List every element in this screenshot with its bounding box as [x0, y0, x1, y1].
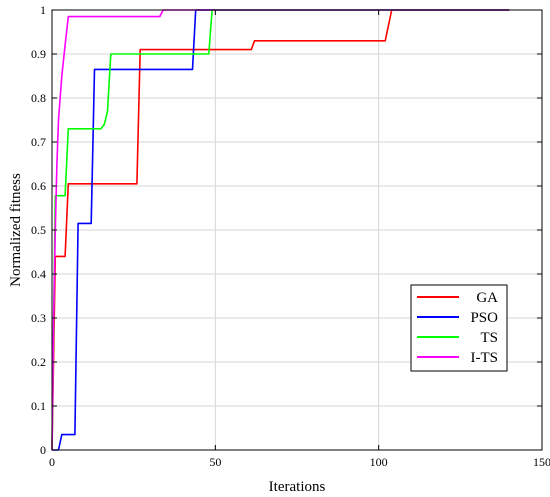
x-tick-label: 100 [370, 455, 388, 469]
grid-lines [52, 10, 542, 450]
y-tick-label: 0.3 [31, 311, 46, 325]
series-lines [51, 9, 510, 451]
y-tick-label: 0.6 [31, 179, 46, 193]
x-tick-label: 0 [49, 455, 55, 469]
legend-label: I-TS [471, 350, 499, 366]
legend: GA PSO TS I-TS [410, 284, 508, 372]
series-line-pso [52, 9, 510, 451]
y-tick-label: 0.9 [31, 47, 46, 61]
y-tick-label: 0.2 [31, 355, 46, 369]
legend-label: TS [480, 330, 498, 346]
series-line-i-ts [51, 9, 510, 451]
series-line-ga [51, 9, 510, 451]
y-tick-label: 0.5 [31, 223, 46, 237]
y-tick-label: 0.1 [31, 399, 46, 413]
legend-label: GA [476, 290, 498, 306]
y-tick-label: 0 [40, 443, 46, 457]
x-tick-label: 150 [533, 455, 550, 469]
legend-label: PSO [470, 310, 498, 326]
x-axis-label: Iterations [269, 479, 326, 495]
y-tick-label: 1 [40, 3, 46, 17]
y-tick-label: 0.4 [31, 267, 46, 281]
series-line-ts [51, 9, 510, 451]
axis-ticks: 0 50 100 150 0 0.1 0.2 0.3 0.4 0.5 0.6 0.7 0.8 0.9 1 [31, 3, 550, 469]
y-axis-label: Normalized fitness [8, 173, 24, 287]
y-tick-label: 0.7 [31, 135, 46, 149]
y-tick-label: 0.8 [31, 91, 46, 105]
x-tick-label: 50 [209, 455, 221, 469]
